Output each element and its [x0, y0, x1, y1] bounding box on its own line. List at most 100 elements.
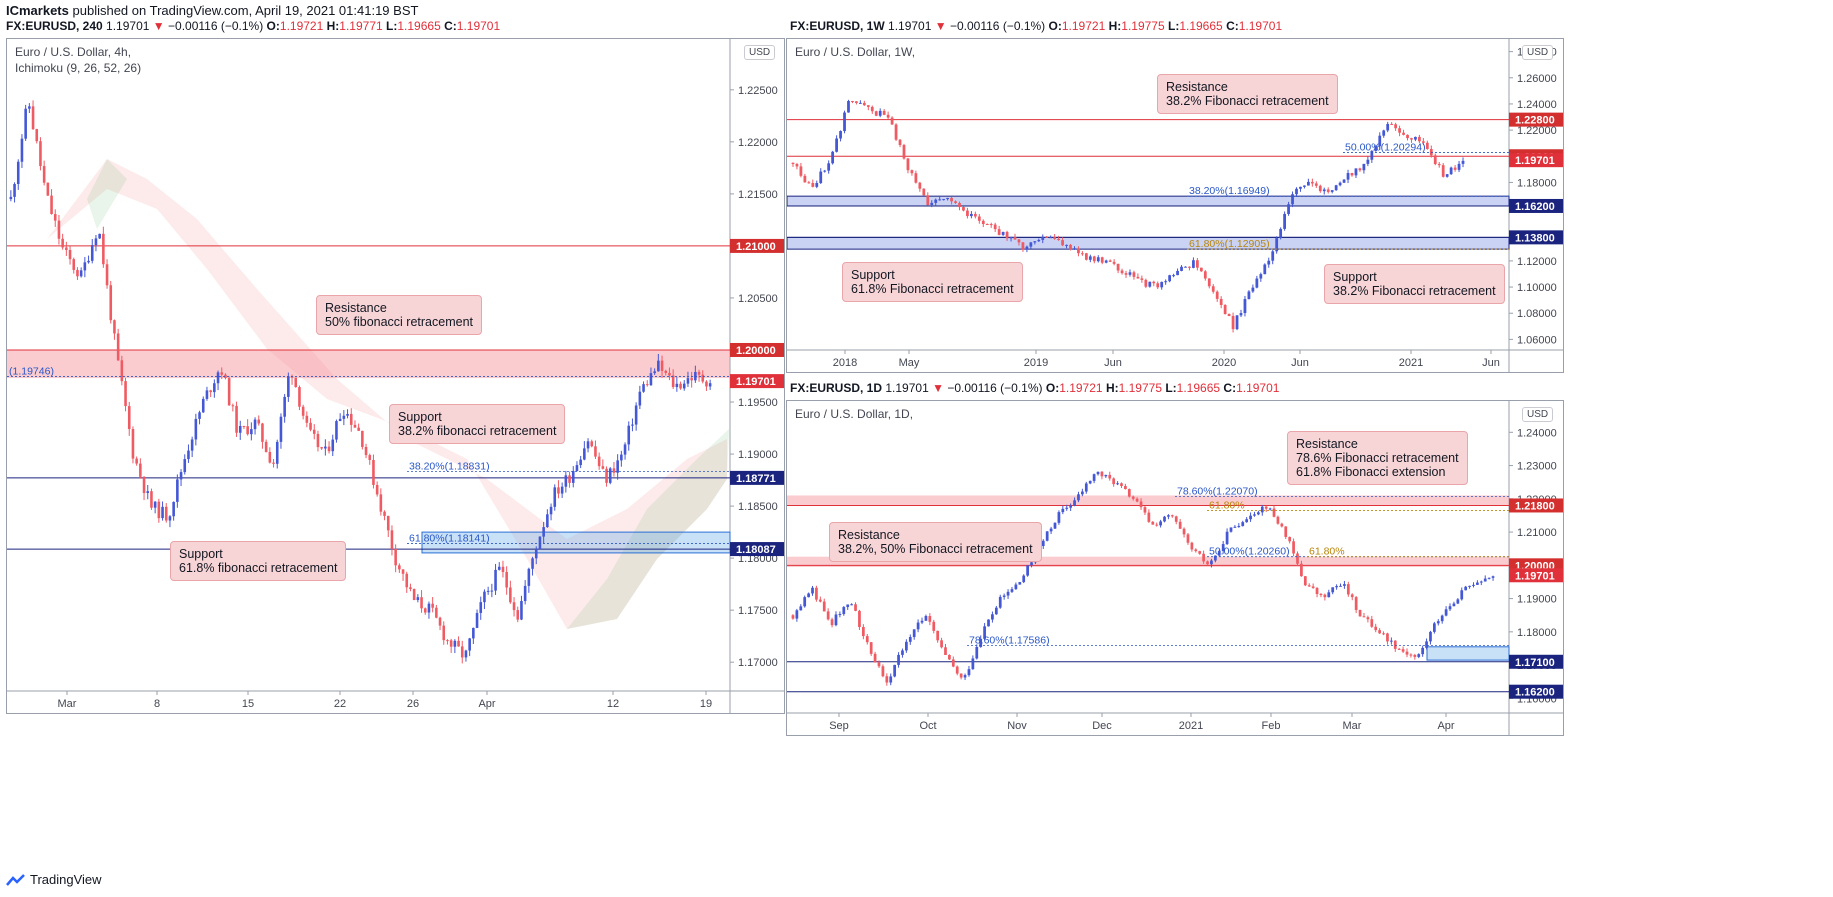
candle-body	[1406, 134, 1409, 139]
candle-body	[877, 662, 881, 667]
candle-body	[1479, 581, 1483, 583]
candle-body	[1049, 237, 1053, 239]
candle-body	[645, 384, 649, 386]
candle-body	[1263, 264, 1267, 275]
chart-panel-4h[interactable]: 1.22500 1.22000 1.21500 1.21000 1.20500 1.200…	[6, 38, 785, 714]
candle-body	[501, 566, 505, 572]
price-tag	[1509, 684, 1563, 699]
candle-body	[172, 501, 175, 517]
candle-body	[803, 597, 807, 607]
close-value: 1.19701	[1238, 19, 1283, 33]
resistance-zone	[7, 349, 730, 379]
candle-body	[1303, 185, 1306, 187]
candle-body	[1468, 585, 1471, 587]
candle-body	[386, 515, 390, 531]
candle-body	[1307, 585, 1311, 587]
down-arrow-icon: ▼	[152, 19, 165, 33]
candle-body	[642, 384, 645, 392]
candle-body	[1247, 291, 1251, 300]
symbol-name: FX:EURUSD, 240	[6, 19, 103, 33]
tradingview-logo[interactable]: TradingView	[6, 872, 102, 887]
candle-body	[457, 640, 460, 647]
candle-body	[1342, 179, 1346, 183]
candle-body	[807, 182, 811, 184]
chart-panel-1d[interactable]: 1.240001.230001.220001.210001.200001.190…	[786, 400, 1564, 736]
currency-button[interactable]: USD	[744, 45, 776, 60]
y-tick-label: 1.26000	[1517, 73, 1557, 85]
candle-body	[861, 626, 865, 637]
candle-body	[1253, 514, 1256, 516]
candle-body	[1330, 190, 1334, 192]
candle-body	[168, 516, 172, 521]
chart-svg-4h[interactable]: 1.22500 1.22000 1.21500 1.21000 1.20500 1.200…	[7, 39, 784, 713]
candle-body	[1124, 485, 1127, 490]
candle-body	[1001, 231, 1005, 235]
candle-body	[634, 405, 638, 425]
last-price: 1.19701	[888, 19, 932, 33]
price-tag	[1509, 568, 1563, 583]
candle-body	[997, 229, 1001, 235]
candle-body	[1358, 609, 1362, 617]
candle-body	[850, 604, 853, 606]
candle-body	[1194, 549, 1198, 552]
candle-body	[938, 199, 942, 201]
chart-svg-1w[interactable]: 1.280001.260001.240001.220001.200001.180…	[787, 39, 1563, 372]
candle-body	[546, 514, 549, 528]
candle-body	[301, 406, 305, 416]
candle-body	[1217, 551, 1221, 556]
indicator-label[interactable]: Ichimoku (9, 26, 52, 26)	[15, 61, 142, 75]
price-change: −0.00116 (−0.1%)	[168, 19, 264, 33]
candle-body	[970, 213, 973, 217]
x-tick-label: 19	[700, 698, 712, 710]
candle-body	[1057, 512, 1061, 523]
chart-svg-1d[interactable]: 1.240001.230001.220001.210001.200001.190…	[787, 401, 1563, 735]
candle-body	[934, 199, 938, 203]
callout-support-61: Support 61.8% Fibonacci retracement	[842, 262, 1023, 302]
candle-body	[668, 372, 671, 376]
candle-body	[1116, 483, 1119, 485]
currency-button[interactable]: USD	[1522, 407, 1554, 422]
candle-body	[79, 270, 83, 277]
candle-body	[1029, 242, 1033, 247]
y-tick-label: 1.21000	[1517, 527, 1557, 539]
price-tag	[730, 342, 784, 357]
candle-body	[846, 604, 850, 608]
candle-body	[862, 102, 866, 106]
y-tick-label: 1.19000	[1517, 594, 1557, 606]
candle-body	[1033, 241, 1037, 243]
candle-body	[1339, 585, 1342, 587]
brand-label: TradingView	[30, 872, 102, 887]
open-value: 1.19721	[279, 19, 324, 33]
candle-body	[1182, 528, 1186, 535]
x-tick-label: 22	[334, 698, 346, 710]
y-tick-label: 1.19500	[738, 397, 778, 409]
candle-body	[1069, 244, 1072, 250]
candle-body	[865, 636, 869, 643]
candle-body	[1299, 186, 1302, 189]
currency-button[interactable]: USD	[1522, 45, 1554, 60]
candle-body	[449, 640, 453, 647]
chart-panel-1w[interactable]: 1.280001.260001.240001.220001.200001.180…	[786, 38, 1564, 373]
price-tag	[730, 238, 784, 253]
candle-body	[878, 110, 882, 116]
candle-body	[955, 666, 959, 674]
candle-body	[1010, 589, 1014, 592]
candle-body	[250, 429, 253, 435]
candle-body	[1414, 136, 1417, 140]
y-tick-label: 1.18000	[1517, 177, 1557, 189]
candle-body	[68, 249, 72, 260]
candle-body	[831, 151, 835, 164]
callout-resistance-78: Resistance 78.6% Fibonacci retracement 61.…	[1287, 431, 1468, 485]
candle-body	[815, 587, 818, 600]
candle-body	[1487, 577, 1491, 579]
candle-body	[963, 675, 967, 678]
candle-body	[1464, 586, 1468, 591]
y-tick-label: 1.22500	[738, 85, 778, 97]
candle-body	[1358, 168, 1362, 171]
x-tick-label: Jun	[1104, 357, 1122, 369]
candle-body	[664, 370, 668, 373]
candle-body	[1452, 603, 1456, 607]
candle-body	[272, 462, 275, 464]
candle-body	[1445, 174, 1449, 177]
candle-body	[932, 621, 936, 631]
